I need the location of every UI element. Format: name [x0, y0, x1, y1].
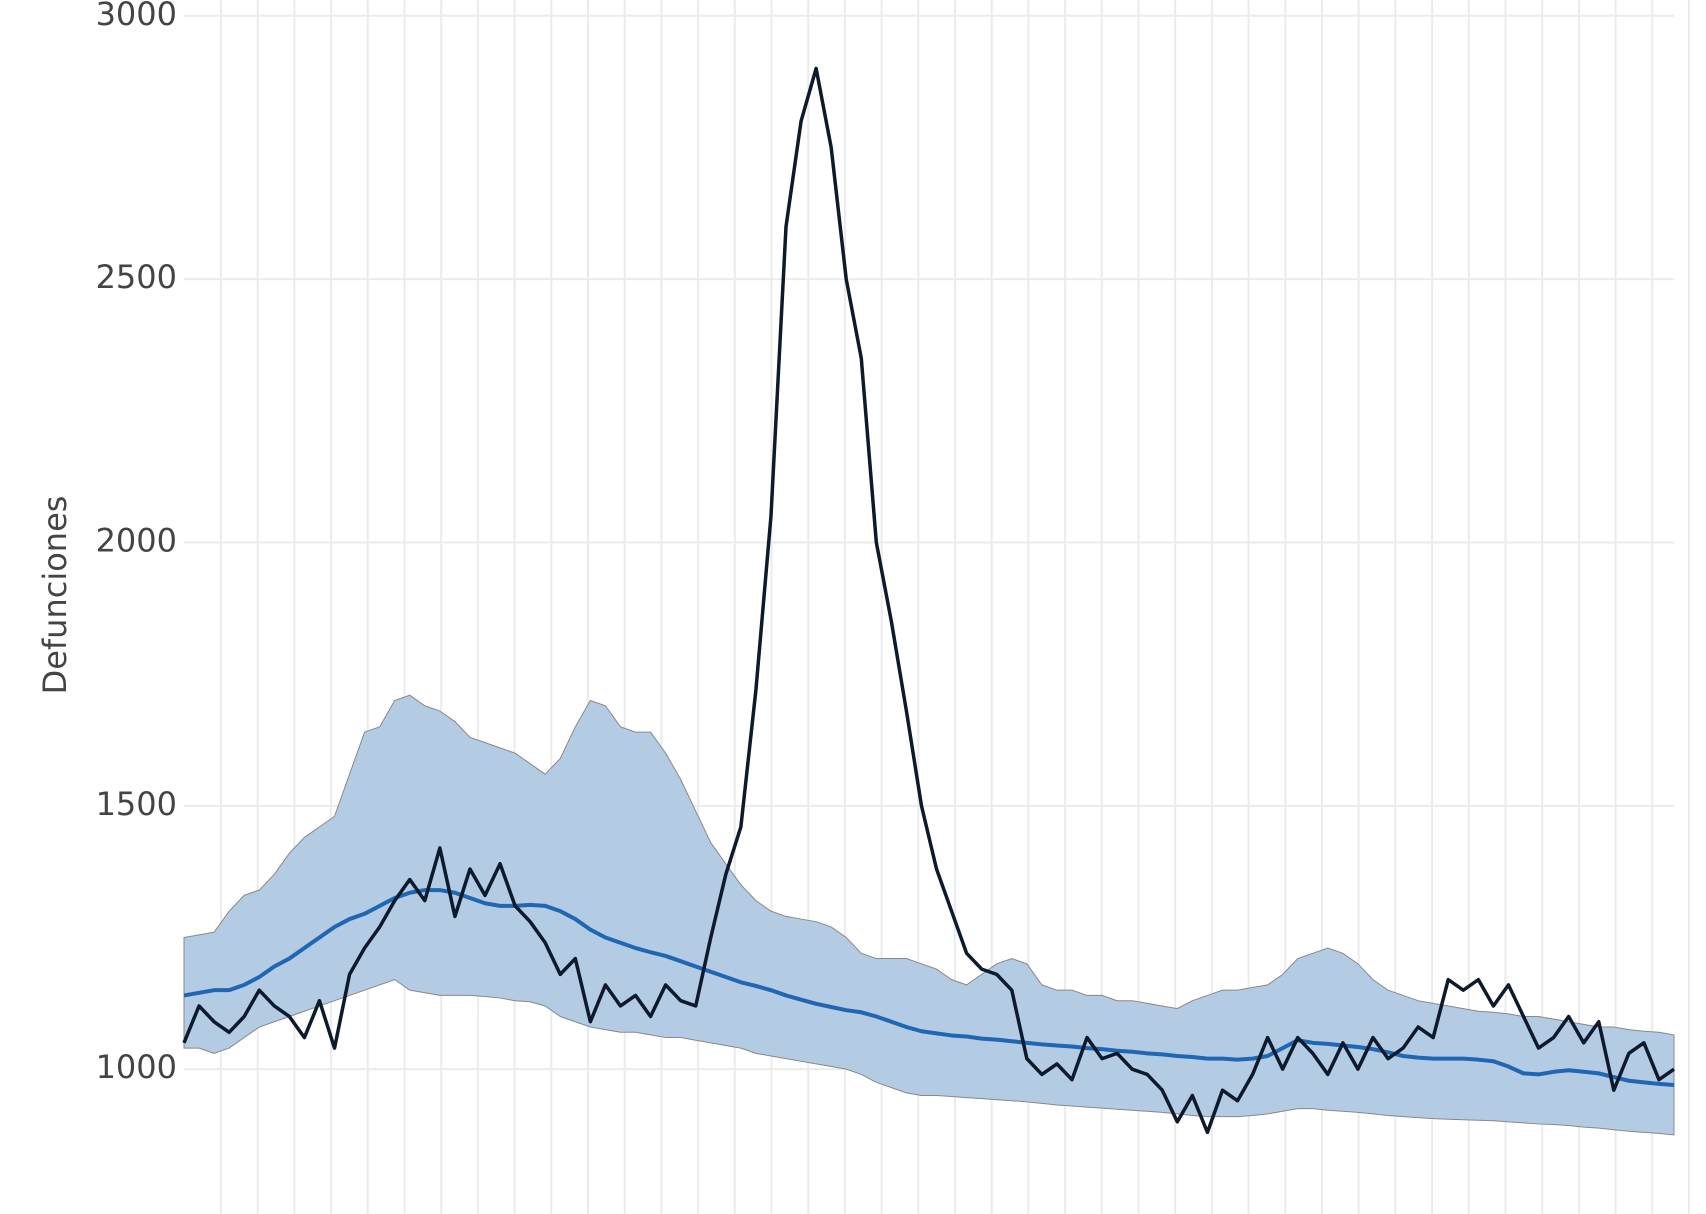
- series-line: [182, 66, 1676, 1135]
- y-axis-title: Defunciones: [36, 496, 74, 695]
- series-line: [183, 888, 1675, 1087]
- y-tick-label: 2000: [96, 521, 177, 559]
- y-tick-label: 3000: [96, 0, 177, 33]
- y-tick-label: 1500: [96, 785, 177, 823]
- band: [183, 694, 1675, 1136]
- y-tick-label: 2500: [96, 258, 177, 296]
- y-tick-label: 1000: [96, 1048, 177, 1086]
